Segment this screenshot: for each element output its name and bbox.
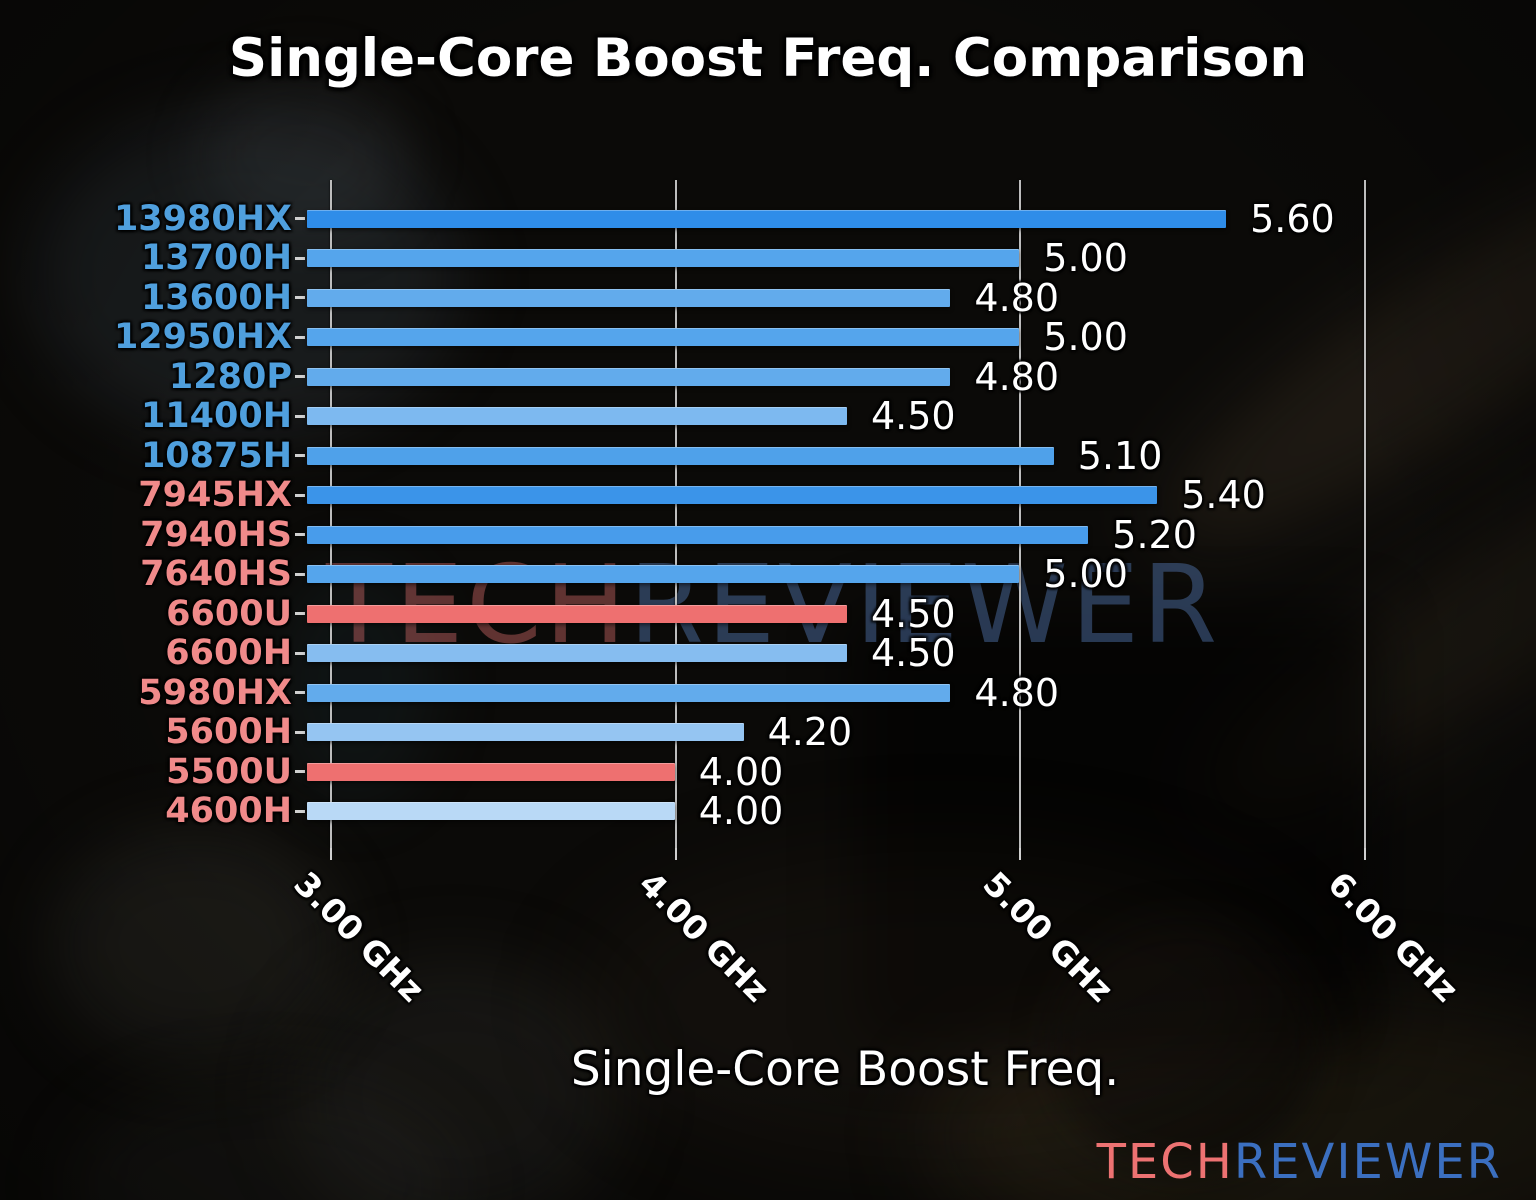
value-label-4600h: 4.00 — [698, 789, 784, 833]
value-label-13600h: 4.80 — [974, 275, 1059, 320]
bar-5600h — [307, 723, 744, 741]
value-label-1280p: 4.80 — [974, 354, 1059, 399]
y-tick-mark — [295, 730, 305, 734]
value-label-6600h: 4.50 — [871, 631, 956, 675]
category-label-6600u: 6600U — [166, 593, 292, 634]
category-label-13700h: 13700H — [140, 238, 292, 278]
value-label-13700h: 5.00 — [1043, 236, 1128, 280]
bar-7940hs — [307, 525, 1089, 544]
bar-13980hx — [307, 209, 1227, 228]
bar-13600h — [307, 288, 951, 307]
category-label-5600h: 5600H — [165, 712, 292, 752]
x-axis-label: Single-Core Boost Freq. — [570, 1042, 1120, 1097]
category-label-12950hx: 12950HX — [113, 317, 292, 357]
bar-6600h — [307, 644, 847, 662]
value-label-7945hx: 5.40 — [1181, 473, 1266, 517]
y-tick-mark — [295, 493, 305, 497]
category-label-7945hx: 7945HX — [138, 475, 292, 515]
x-tick-mark — [674, 848, 677, 860]
category-label-10875h: 10875H — [140, 435, 292, 476]
value-label-7940hs: 5.20 — [1112, 512, 1197, 557]
category-label-4600h: 4600H — [165, 791, 292, 831]
category-label-5500u: 5500U — [166, 751, 292, 792]
gridline — [1364, 180, 1366, 848]
x-tick-mark — [1019, 848, 1022, 860]
background-blob — [580, 850, 1300, 1160]
y-tick-mark — [295, 651, 305, 655]
logo-tech: TECH — [1096, 1134, 1234, 1190]
y-tick-mark — [295, 770, 305, 773]
y-tick-mark — [295, 533, 305, 536]
logo-reviewer: REVIEWER — [1233, 1134, 1502, 1190]
gridline — [1019, 180, 1022, 848]
bar-4600h — [307, 802, 675, 820]
y-tick-mark — [295, 375, 305, 378]
y-tick-mark — [295, 414, 305, 418]
bar-5980hx — [307, 683, 951, 702]
bar-13700h — [307, 249, 1020, 267]
value-label-11400h: 4.50 — [871, 394, 956, 438]
bar-7945hx — [307, 486, 1158, 504]
bar-6600u — [307, 604, 847, 623]
value-label-5600h: 4.20 — [767, 710, 853, 754]
category-label-6600h: 6600H — [165, 633, 292, 673]
y-tick-mark — [295, 809, 305, 813]
value-label-6600u: 4.50 — [871, 591, 956, 636]
category-label-7940hs: 7940HS — [140, 514, 292, 555]
bar-5500u — [307, 762, 675, 781]
background-blob — [290, 960, 620, 1200]
y-tick-mark — [295, 572, 305, 576]
gridline — [674, 180, 677, 848]
category-label-11400h: 11400H — [140, 396, 292, 436]
y-tick-mark — [295, 256, 305, 260]
brand-logo: TECHREVIEWER — [1097, 1134, 1502, 1190]
bar-1280p — [307, 367, 951, 386]
gridline — [330, 180, 332, 848]
value-label-10875h: 5.10 — [1077, 433, 1163, 478]
value-label-13980hx: 5.60 — [1250, 196, 1335, 241]
bar-10875h — [307, 446, 1054, 465]
bar-12950hx — [307, 328, 1020, 346]
background-blob — [1050, 920, 1320, 1170]
value-label-5980hx: 4.80 — [974, 670, 1059, 715]
y-tick-mark — [295, 454, 305, 457]
x-tick-mark — [1364, 848, 1366, 860]
category-label-13980hx: 13980HX — [113, 198, 292, 239]
bar-11400h — [307, 407, 847, 425]
y-tick-mark — [295, 691, 305, 694]
y-tick-mark — [295, 296, 305, 299]
y-tick-mark — [295, 612, 305, 615]
bar-7640hs — [307, 565, 1020, 583]
category-label-5980hx: 5980HX — [138, 672, 292, 713]
category-label-13600h: 13600H — [140, 277, 292, 318]
value-label-5500u: 4.00 — [698, 749, 784, 794]
chart-title: Single-Core Boost Freq. Comparison — [228, 28, 1308, 89]
value-label-7640hs: 5.00 — [1043, 552, 1128, 596]
category-label-1280p: 1280P — [168, 356, 292, 397]
y-tick-mark — [295, 335, 305, 339]
y-tick-mark — [295, 217, 305, 220]
value-label-12950hx: 5.00 — [1043, 315, 1128, 359]
x-tick-mark — [330, 848, 332, 860]
category-label-7640hs: 7640HS — [140, 554, 292, 594]
background-blob — [50, 830, 340, 1060]
